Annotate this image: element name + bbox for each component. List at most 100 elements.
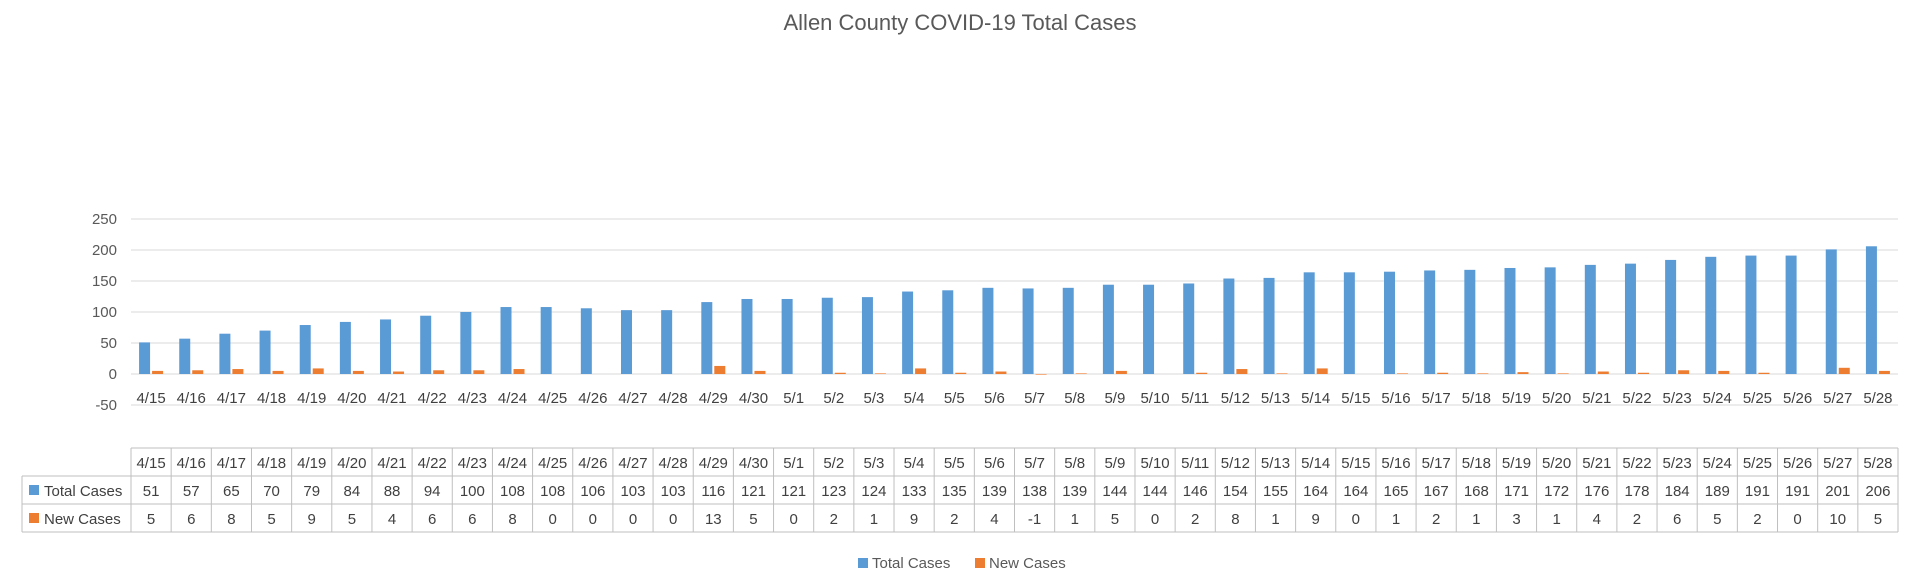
table-cell: 155 (1263, 483, 1288, 500)
table-cell: 164 (1303, 483, 1328, 500)
table-cell: 5 (1874, 511, 1882, 528)
table-cell: 0 (1352, 511, 1360, 528)
table-cell: 0 (589, 511, 597, 528)
table-header-cell: 4/24 (498, 455, 527, 472)
table-cell: 124 (861, 483, 886, 500)
x-tick-label: 5/23 (1663, 390, 1692, 407)
table-header-cell: 5/6 (984, 455, 1005, 472)
table-header-cell: 4/22 (418, 455, 447, 472)
bar-new-cases (1437, 372, 1449, 374)
bar-new-cases (393, 371, 405, 374)
x-tick-label: 5/20 (1542, 390, 1571, 407)
bar-total-cases (179, 338, 191, 374)
legend-label: Total Cases (872, 555, 950, 572)
x-tick-label: 4/17 (217, 390, 246, 407)
table-cell: 2 (1432, 511, 1440, 528)
table-cell: 0 (1793, 511, 1801, 528)
table-header-cell: 5/1 (783, 455, 804, 472)
table-header-cell: 5/8 (1064, 455, 1085, 472)
bar-new-cases (312, 368, 324, 374)
table-cell: 51 (143, 483, 160, 500)
data-table: 4/15 4/16 4/17 4/18 4/19 4/20 4/21 4/22 4/23 4/24… (21, 447, 1899, 533)
x-tick-label: 5/17 (1422, 390, 1451, 407)
table-cell: 1 (1071, 511, 1079, 528)
table-cell: 172 (1544, 483, 1569, 500)
bar-new-cases (995, 371, 1007, 374)
table-cell: 2 (950, 511, 958, 528)
bar-total-cases (902, 291, 914, 374)
x-tick-label: 5/5 (944, 390, 965, 407)
table-cell: 1 (1271, 511, 1279, 528)
table-cell: 65 (223, 483, 240, 500)
bar-new-cases (1236, 369, 1248, 374)
table-cell: 2 (1753, 511, 1761, 528)
bar-new-cases (1557, 373, 1569, 374)
table-cell: 144 (1102, 483, 1127, 500)
bar-total-cases (1183, 283, 1195, 374)
legend-swatch (858, 558, 868, 568)
legend-label: New Cases (989, 555, 1066, 572)
table-cell: 139 (982, 483, 1007, 500)
bar-total-cases (1343, 272, 1355, 374)
bar-total-cases (1143, 284, 1155, 374)
table-cell: 2 (1191, 511, 1199, 528)
bar-total-cases (339, 321, 351, 374)
table-cell: 9 (910, 511, 918, 528)
bar-total-cases (701, 302, 713, 374)
table-cell: 168 (1464, 483, 1489, 500)
table-header-cell: 4/25 (538, 455, 567, 472)
bar-total-cases (1223, 278, 1235, 374)
x-tick-label: 5/26 (1783, 390, 1812, 407)
table-header-cell: 4/30 (739, 455, 768, 472)
table-cell: 10 (1829, 511, 1846, 528)
bar-new-cases (232, 369, 244, 374)
table-cell: 6 (1673, 511, 1681, 528)
y-axis-ticks: -50 0 50 100 150 200 250 (92, 211, 117, 414)
table-cell: 100 (460, 483, 485, 500)
table-cell: 0 (669, 511, 677, 528)
bar-new-cases (1838, 367, 1850, 374)
table-header-cell: 4/27 (618, 455, 647, 472)
bar-total-cases (460, 312, 472, 374)
table-cell: 103 (661, 483, 686, 500)
table-header-cell: 5/21 (1582, 455, 1611, 472)
bar-new-cases (1196, 372, 1208, 374)
x-tick-label: 4/30 (739, 390, 768, 407)
bar-total-cases (1263, 277, 1275, 374)
bar-total-cases (380, 319, 392, 374)
table-cell: 103 (620, 483, 645, 500)
x-tick-label: 4/24 (498, 390, 527, 407)
bar-new-cases (1397, 373, 1409, 374)
bar-total-cases (1424, 270, 1436, 374)
table-cell: 5 (348, 511, 356, 528)
table-cell: 2 (1633, 511, 1641, 528)
bar-total-cases (1022, 288, 1034, 374)
bar-new-cases (1637, 372, 1649, 374)
table-cell: 0 (789, 511, 797, 528)
table-header-cell: 5/18 (1462, 455, 1491, 472)
bar-new-cases (1758, 372, 1770, 374)
table-header-cell: 5/11 (1181, 455, 1209, 472)
y-tick-label: 100 (92, 304, 117, 321)
table-header-cell: 4/26 (578, 455, 607, 472)
table-header-cell: 5/22 (1622, 455, 1651, 472)
table-header-cell: 5/7 (1024, 455, 1045, 472)
y-tick-label: 250 (92, 211, 117, 228)
bar-new-cases (352, 370, 364, 374)
x-tick-label: 5/4 (904, 390, 925, 407)
table-cell: 116 (701, 483, 725, 500)
table-cell: 176 (1584, 483, 1609, 500)
x-tick-label: 5/18 (1462, 390, 1491, 407)
bar-new-cases (1276, 373, 1288, 374)
table-cell: 88 (384, 483, 401, 500)
x-axis-ticks: 4/15 4/16 4/17 4/18 4/19 4/20 4/21 4/22 4/23 4/24… (136, 390, 1892, 407)
bar-total-cases (982, 287, 994, 374)
table-cell: 144 (1143, 483, 1168, 500)
table-cell: 0 (629, 511, 637, 528)
table-header-cell: 5/4 (904, 455, 925, 472)
table-header-cell: 4/20 (337, 455, 366, 472)
bar-total-cases (741, 298, 753, 374)
bar-new-cases (1075, 373, 1087, 374)
bar-new-cases (473, 370, 485, 374)
table-header-cell: 4/29 (699, 455, 728, 472)
